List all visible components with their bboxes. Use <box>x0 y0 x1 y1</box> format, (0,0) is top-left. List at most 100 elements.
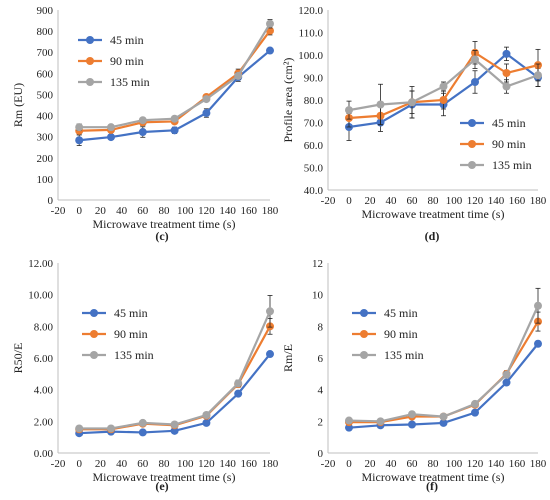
x-tick-label: 0 <box>346 458 352 470</box>
y-tick-label: 120.0 <box>298 5 323 17</box>
x-tick-label: 60 <box>137 205 149 217</box>
data-point <box>75 123 84 132</box>
data-point <box>170 420 179 429</box>
x-tick-label: -20 <box>321 195 336 207</box>
panel-tag: (c) <box>155 229 168 243</box>
y-axis-title: Profile area (cm²) <box>281 58 295 143</box>
legend-swatch-marker <box>360 330 368 338</box>
y-tick-label: 12.00 <box>28 258 53 270</box>
x-tick-label: 160 <box>241 205 258 217</box>
y-tick-label: 10.00 <box>28 290 53 302</box>
legend-swatch-marker <box>468 140 476 148</box>
x-tick-label: 120 <box>198 205 215 217</box>
x-tick-label: 100 <box>446 458 463 470</box>
data-point <box>471 55 479 64</box>
legend-label: 90 min <box>384 327 418 341</box>
x-axis-title: Microwave treatment time (s) <box>362 207 505 221</box>
legend-label: 90 min <box>492 137 526 151</box>
y-tick-label: 80.0 <box>304 95 324 107</box>
y-tick-label: 70.0 <box>304 118 324 130</box>
x-tick-label: 0 <box>346 195 352 207</box>
x-tick-label: 80 <box>159 205 171 217</box>
series-135-min <box>345 50 542 126</box>
data-point <box>138 418 147 427</box>
legend-swatch-marker <box>86 36 94 44</box>
legend-swatch-marker <box>90 351 98 359</box>
x-tick-label: 40 <box>386 195 398 207</box>
data-point <box>266 307 274 316</box>
data-point <box>107 424 115 433</box>
x-axis-title: Microwave treatment time (s) <box>93 217 236 231</box>
y-tick-label: 4 <box>318 385 324 397</box>
data-point <box>75 424 84 433</box>
data-point <box>170 126 179 135</box>
y-tick-label: 300 <box>37 132 54 144</box>
legend-swatch-marker <box>86 57 94 65</box>
x-tick-label: 80 <box>428 458 440 470</box>
y-tick-label: 2.00 <box>34 416 54 428</box>
x-tick-label: 140 <box>488 458 505 470</box>
data-point <box>439 412 448 421</box>
legend: 45 min 90 min 135 min <box>82 306 154 362</box>
legend-swatch-marker <box>86 78 94 86</box>
data-point <box>266 350 274 359</box>
data-point <box>502 82 511 91</box>
legend-swatch-marker <box>360 309 368 317</box>
x-tick-label: 120 <box>467 195 484 207</box>
legend-label: 90 min <box>110 54 144 68</box>
y-tick-label: 800 <box>37 26 54 38</box>
y-tick-label: 110.0 <box>299 28 324 40</box>
x-tick-label: 100 <box>177 205 194 217</box>
series-line <box>79 310 272 430</box>
series-135-min <box>345 287 542 426</box>
data-point <box>345 416 353 425</box>
chart-panel-d: -20 0 20 40 60 80 100 120 140 160 180 40.0 50.0 60.0 7… <box>281 5 547 243</box>
data-point <box>266 19 274 28</box>
data-point <box>471 408 479 417</box>
y-tick-label: 50.0 <box>304 163 324 175</box>
data-point <box>376 417 385 426</box>
y-tick-label: 12 <box>312 258 323 270</box>
legend-label: 45 min <box>110 33 144 47</box>
x-tick-label: 100 <box>177 458 194 470</box>
x-tick-label: 160 <box>241 458 258 470</box>
x-tick-label: 20 <box>95 458 107 470</box>
data-point <box>439 418 448 427</box>
chart-panel-f: -20 0 20 40 60 80 100 120 140 160 180024681012Micr… <box>281 258 547 493</box>
x-tick-label: 180 <box>530 195 547 207</box>
y-tick-label: 8 <box>318 321 324 333</box>
legend-swatch-marker <box>468 161 476 169</box>
x-tick-label: 60 <box>407 458 419 470</box>
y-axis-title: R50/E <box>11 343 25 374</box>
data-point <box>408 420 416 429</box>
legend-label: 135 min <box>114 348 154 362</box>
x-tick-label: 0 <box>76 458 82 470</box>
chart-panel-c: -20 0 20 40 60 80 100 120 140 160 1800100200300400… <box>11 5 279 243</box>
x-tick-label: 60 <box>137 458 149 470</box>
y-tick-label: 40.0 <box>304 185 324 197</box>
x-tick-label: 20 <box>365 458 377 470</box>
x-tick-label: -20 <box>321 458 336 470</box>
x-tick-label: 140 <box>219 458 236 470</box>
x-tick-label: 180 <box>262 458 279 470</box>
y-tick-label: 10 <box>312 290 324 302</box>
data-point <box>107 123 115 132</box>
y-tick-label: 500 <box>37 89 54 101</box>
data-point <box>345 423 353 432</box>
data-point <box>439 96 448 104</box>
data-point <box>202 418 211 427</box>
legend-label: 45 min <box>384 306 418 320</box>
legend-label: 135 min <box>492 158 532 172</box>
data-point <box>534 71 542 80</box>
data-point <box>75 136 84 145</box>
data-point <box>502 370 511 379</box>
data-point <box>471 78 479 86</box>
legend-label: 90 min <box>114 327 148 341</box>
x-tick-label: -20 <box>51 205 66 217</box>
data-point <box>502 49 511 58</box>
x-tick-label: 120 <box>467 458 484 470</box>
data-point <box>107 133 115 142</box>
legend-swatch-marker <box>90 309 98 317</box>
data-point <box>138 428 147 437</box>
